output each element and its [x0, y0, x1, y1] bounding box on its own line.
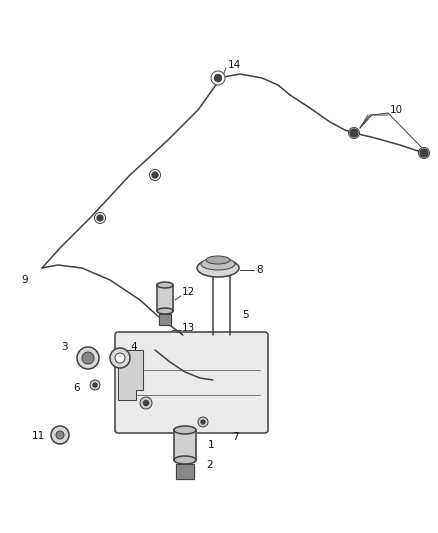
Circle shape: [93, 383, 97, 387]
Text: 8: 8: [256, 265, 263, 275]
Ellipse shape: [157, 308, 173, 314]
Ellipse shape: [197, 259, 239, 277]
Ellipse shape: [174, 456, 196, 464]
Circle shape: [56, 431, 64, 439]
Circle shape: [215, 75, 222, 82]
Polygon shape: [174, 430, 196, 460]
Text: 3: 3: [61, 342, 68, 352]
Text: 4: 4: [130, 342, 137, 352]
Circle shape: [115, 353, 125, 363]
Circle shape: [420, 149, 428, 157]
Polygon shape: [176, 464, 194, 479]
Circle shape: [418, 148, 430, 158]
Circle shape: [90, 380, 100, 390]
Polygon shape: [159, 314, 171, 325]
Circle shape: [350, 129, 358, 137]
Text: 1: 1: [208, 440, 215, 450]
Text: 14: 14: [228, 60, 241, 70]
Text: 7: 7: [232, 432, 239, 442]
Circle shape: [51, 426, 69, 444]
Circle shape: [144, 400, 148, 406]
Ellipse shape: [174, 426, 196, 434]
Circle shape: [152, 172, 158, 178]
Ellipse shape: [206, 256, 230, 264]
Text: 9: 9: [21, 275, 28, 285]
Text: 12: 12: [182, 287, 195, 297]
Circle shape: [211, 71, 225, 85]
Circle shape: [198, 417, 208, 427]
FancyBboxPatch shape: [115, 332, 268, 433]
Polygon shape: [157, 285, 173, 311]
Circle shape: [149, 169, 160, 181]
Circle shape: [82, 352, 94, 364]
Circle shape: [140, 397, 152, 409]
Text: 11: 11: [32, 431, 45, 441]
Circle shape: [110, 348, 130, 368]
Polygon shape: [118, 350, 143, 400]
Ellipse shape: [201, 258, 235, 270]
Text: 13: 13: [182, 323, 195, 333]
Text: 6: 6: [74, 383, 80, 393]
Circle shape: [95, 213, 106, 223]
Circle shape: [349, 127, 360, 139]
Text: 2: 2: [206, 460, 212, 470]
Circle shape: [201, 420, 205, 424]
Text: 5: 5: [242, 310, 249, 320]
Circle shape: [77, 347, 99, 369]
Text: 10: 10: [390, 105, 403, 115]
Circle shape: [97, 215, 103, 221]
Ellipse shape: [157, 282, 173, 288]
